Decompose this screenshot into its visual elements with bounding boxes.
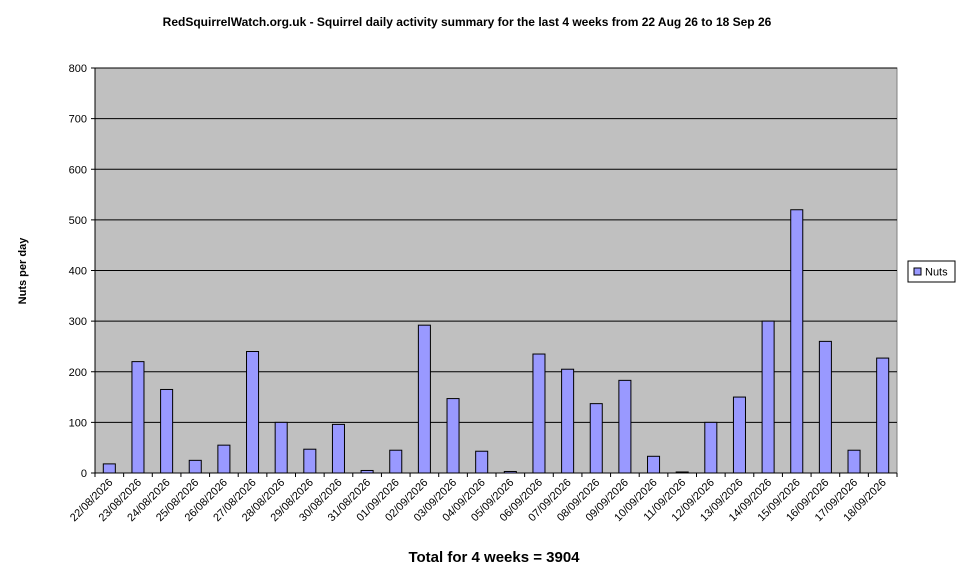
bar-04-09-2026	[475, 450, 489, 474]
bar-22-08-2026	[102, 463, 116, 474]
bar-14-09-2026	[761, 320, 775, 474]
total-summary-label: Total for 4 weeks = 3904	[408, 549, 580, 566]
y-tick-label: 0	[81, 468, 87, 480]
bar-10-09-2026	[647, 455, 661, 474]
y-tick-label: 300	[69, 316, 87, 328]
legend-entry-nuts: Nuts	[925, 267, 948, 279]
y-tick-label: 800	[69, 63, 87, 75]
bar-07-09-2026	[561, 368, 575, 474]
y-tick-label: 400	[69, 266, 87, 278]
y-axis-label: Nuts per day	[17, 237, 29, 305]
y-tick-label: 200	[69, 367, 87, 379]
bar-15-09-2026	[790, 209, 804, 474]
bar-17-09-2026	[847, 449, 861, 474]
bar-29-08-2026	[303, 448, 317, 474]
y-tick-label: 500	[69, 215, 87, 227]
y-tick-label: 100	[69, 417, 87, 429]
bar-25-08-2026	[188, 459, 202, 474]
bar-24-08-2026	[160, 388, 174, 474]
bar-27-08-2026	[246, 351, 260, 474]
y-axis: 0 100 200 300 400 500 600 700 800	[69, 63, 96, 480]
bar-28-08-2026	[274, 421, 288, 474]
y-tick-label: 600	[69, 164, 87, 176]
bar-26-08-2026	[217, 444, 231, 474]
bar-02-09-2026	[417, 324, 431, 474]
bar-01-09-2026	[389, 449, 403, 474]
legend: Nuts	[907, 260, 956, 283]
x-axis: 22/08/202623/08/202624/08/202625/08/2026…	[68, 472, 898, 524]
y-tick-label: 700	[69, 114, 87, 126]
bar-06-09-2026	[532, 353, 546, 474]
legend-box	[907, 260, 956, 283]
bar-13-09-2026	[732, 396, 746, 474]
bar-08-09-2026	[589, 403, 603, 474]
bar-03-09-2026	[446, 398, 460, 474]
legend-swatch	[913, 267, 922, 276]
bar-16-09-2026	[818, 340, 832, 474]
bar-09-09-2026	[618, 379, 632, 474]
bar-23-08-2026	[131, 361, 145, 474]
chart-title: RedSquirrelWatch.org.uk - Squirrel daily…	[163, 15, 772, 29]
bar-12-09-2026	[704, 421, 718, 474]
bar-18-09-2026	[876, 357, 890, 474]
bar-30-08-2026	[331, 423, 345, 474]
